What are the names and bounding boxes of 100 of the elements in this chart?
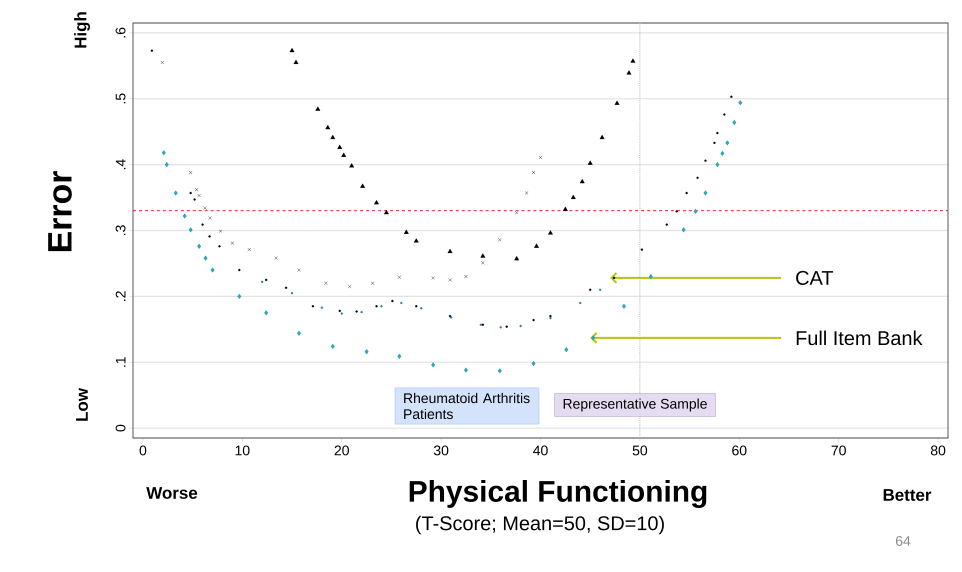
point — [591, 335, 596, 340]
point — [360, 184, 366, 188]
x-tick-label: 70 — [832, 446, 846, 456]
point — [230, 241, 234, 245]
point — [538, 156, 542, 160]
point — [498, 368, 502, 374]
point — [630, 58, 636, 63]
point — [570, 194, 576, 200]
point — [174, 190, 178, 196]
point — [297, 268, 301, 272]
point — [626, 70, 632, 75]
y-tick-label: .2 — [116, 291, 126, 301]
point — [548, 230, 553, 235]
annotation: Full Item Bank — [796, 330, 922, 346]
point — [725, 140, 730, 146]
point — [330, 134, 336, 140]
point — [704, 190, 708, 196]
annotation: Representative Sample — [564, 398, 707, 412]
point — [364, 349, 369, 354]
y-axis-title: Error — [48, 171, 72, 252]
point — [203, 206, 207, 210]
point — [294, 60, 298, 64]
text: 64 — [896, 536, 910, 546]
point — [264, 310, 268, 316]
point — [464, 274, 468, 278]
point — [534, 244, 539, 248]
annotation: CAT — [796, 270, 834, 285]
point — [348, 284, 352, 288]
point — [498, 238, 502, 242]
text: Low — [76, 388, 88, 421]
point — [648, 274, 653, 280]
point — [715, 162, 720, 168]
point — [384, 210, 389, 214]
point — [694, 208, 698, 214]
x-tick-label: 30 — [434, 446, 448, 456]
point — [194, 188, 198, 192]
point — [274, 256, 278, 260]
point — [164, 162, 169, 168]
point — [204, 256, 208, 261]
x-axis-title: Physical Functioning — [410, 480, 706, 508]
point — [562, 206, 568, 211]
point — [398, 276, 402, 280]
point — [720, 150, 724, 156]
point — [315, 106, 320, 111]
point — [330, 344, 335, 349]
point — [732, 120, 736, 126]
point — [532, 361, 536, 366]
x-tick-label: 40 — [533, 446, 548, 456]
point — [160, 60, 164, 64]
point — [325, 124, 330, 130]
point — [448, 248, 452, 254]
point — [197, 244, 202, 249]
text: Worse — [146, 487, 198, 499]
point — [514, 210, 518, 214]
point — [600, 134, 605, 140]
point — [682, 227, 686, 232]
point — [208, 216, 212, 220]
point — [188, 227, 193, 232]
point — [414, 238, 419, 243]
x-tick-label: 80 — [930, 446, 946, 456]
point — [622, 304, 626, 309]
point — [218, 229, 222, 233]
point — [370, 281, 374, 285]
point — [162, 150, 166, 156]
point — [404, 230, 409, 234]
point — [580, 178, 585, 184]
annotation: Rheumatoid Arthritis Patients — [404, 392, 530, 420]
y-tick-label: .1 — [116, 357, 126, 367]
point — [431, 276, 435, 280]
text: High — [74, 12, 90, 48]
y-tick-label: 0 — [116, 424, 126, 432]
x-tick-label: 0 — [140, 446, 146, 456]
point — [197, 194, 201, 198]
point — [588, 160, 593, 165]
point — [448, 278, 452, 282]
x-tick-label: 60 — [732, 446, 746, 456]
y-tick-label: .3 — [116, 225, 126, 236]
point — [248, 248, 252, 252]
point — [481, 261, 485, 265]
point — [524, 191, 528, 195]
point — [514, 256, 520, 260]
point — [182, 213, 187, 219]
x-tick-label: 50 — [632, 446, 648, 456]
point — [188, 170, 192, 174]
x-tick-label: 10 — [236, 446, 250, 456]
point — [324, 281, 328, 285]
text: Better — [884, 489, 932, 501]
y-tick-label: .5 — [116, 94, 126, 104]
text: (T-Score; Mean=50, SD=10) — [416, 516, 664, 534]
point — [349, 163, 354, 168]
y-tick-label: .6 — [116, 28, 126, 38]
point — [337, 144, 342, 149]
point — [480, 253, 486, 258]
point — [297, 330, 301, 336]
point — [341, 152, 346, 157]
point — [532, 170, 536, 174]
point — [290, 48, 294, 52]
point — [614, 100, 620, 105]
point — [564, 347, 568, 352]
x-tick-label: 20 — [334, 446, 349, 456]
